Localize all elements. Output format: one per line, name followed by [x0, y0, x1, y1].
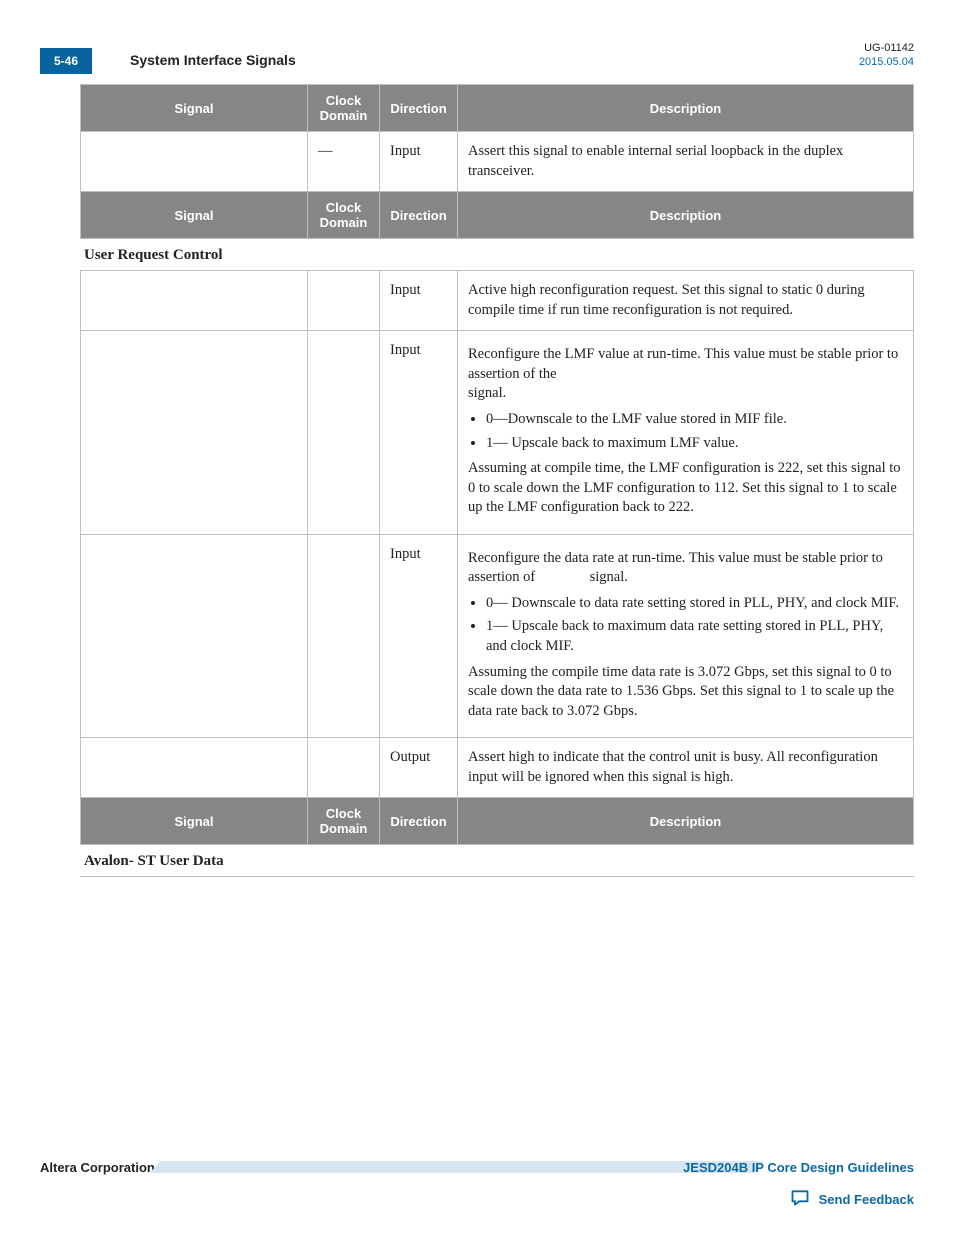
doc-id: UG-01142 — [864, 42, 914, 54]
col-direction: Direction — [380, 85, 458, 132]
col-signal: Signal — [81, 798, 308, 845]
cell-description: Active high reconfiguration request. Set… — [458, 271, 914, 331]
send-feedback-link[interactable]: Send Feedback — [789, 1188, 914, 1211]
col-direction: Direction — [380, 798, 458, 845]
cell-direction: Input — [380, 534, 458, 738]
cell-direction: Input — [380, 271, 458, 331]
cell-description: Assert this signal to enable internal se… — [458, 132, 914, 192]
footer-doc-link[interactable]: JESD204B IP Core Design Guidelines — [683, 1160, 914, 1175]
col-direction: Direction — [380, 192, 458, 239]
table-row: Output Assert high to indicate that the … — [81, 738, 914, 798]
cell-clock — [308, 738, 380, 798]
col-description: Description — [458, 798, 914, 845]
cell-clock — [308, 331, 380, 535]
table-header-row: Signal Clock Domain Direction Descriptio… — [81, 85, 914, 132]
signal-table-2-header: Signal Clock Domain Direction Descriptio… — [80, 191, 914, 239]
table-row: Input Reconfigure the LMF value at run-t… — [81, 331, 914, 535]
col-signal: Signal — [81, 85, 308, 132]
cell-signal — [81, 132, 308, 192]
doc-date: 2015.05.04 — [859, 56, 914, 68]
cell-clock — [308, 271, 380, 331]
table-row: Input Reconfigure the data rate at run-t… — [81, 534, 914, 738]
col-clock: Clock Domain — [308, 192, 380, 239]
cell-signal — [81, 331, 308, 535]
table-row: Input Active high reconfiguration reques… — [81, 271, 914, 331]
cell-signal — [81, 271, 308, 331]
cell-clock: — — [308, 132, 380, 192]
footer-doc-link-a[interactable]: JESD204B IP Core Design Guidelines — [683, 1160, 914, 1175]
col-clock: Clock Domain — [308, 85, 380, 132]
table-header-row: Signal Clock Domain Direction Descriptio… — [81, 192, 914, 239]
signal-table-1: Signal Clock Domain Direction Descriptio… — [80, 84, 914, 192]
comment-icon — [789, 1188, 811, 1211]
page-title: System Interface Signals — [130, 52, 296, 68]
table-header-row: Signal Clock Domain Direction Descriptio… — [81, 798, 914, 845]
cell-clock — [308, 534, 380, 738]
footer-company: Altera Corporation — [40, 1160, 155, 1175]
table-row: — Input Assert this signal to enable int… — [81, 132, 914, 192]
cell-direction: Input — [380, 132, 458, 192]
main-content: Signal Clock Domain Direction Descriptio… — [80, 84, 914, 877]
col-signal: Signal — [81, 192, 308, 239]
signal-table-3-header: Signal Clock Domain Direction Descriptio… — [80, 797, 914, 845]
cell-direction: Input — [380, 331, 458, 535]
cell-signal — [81, 738, 308, 798]
cell-signal — [81, 534, 308, 738]
col-description: Description — [458, 192, 914, 239]
section-heading-user-request: User Request Control — [80, 238, 914, 271]
send-feedback-label: Send Feedback — [819, 1192, 914, 1207]
cell-description: Assert high to indicate that the control… — [458, 738, 914, 798]
signal-table-2: Input Active high reconfiguration reques… — [80, 270, 914, 798]
footer-divider-bar — [160, 1161, 754, 1173]
col-clock: Clock Domain — [308, 798, 380, 845]
page-number-tab: 5-46 — [40, 48, 92, 74]
section-heading-avalon: Avalon- ST User Data — [80, 844, 914, 877]
col-description: Description — [458, 85, 914, 132]
cell-direction: Output — [380, 738, 458, 798]
cell-description: Reconfigure the LMF value at run-time. T… — [458, 331, 914, 535]
cell-description: Reconfigure the data rate at run-time. T… — [458, 534, 914, 738]
